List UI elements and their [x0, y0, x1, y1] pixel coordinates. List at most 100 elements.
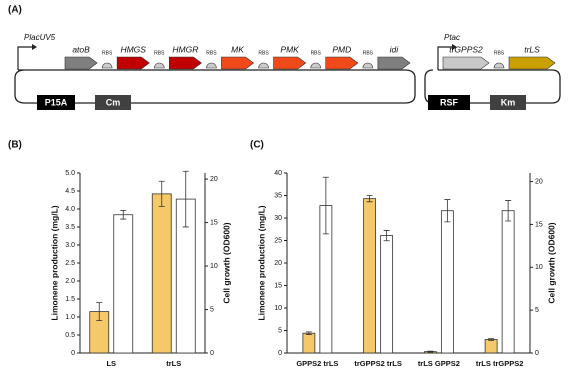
rbs-symbol: [206, 62, 217, 69]
gene-arrow: [64, 56, 98, 70]
rbs-label: RBS: [102, 50, 113, 56]
marker-label: RSF: [440, 97, 459, 107]
promoter-label: PlacUV5: [24, 33, 56, 42]
y2-tick-label: 0: [210, 350, 214, 357]
rbs-symbol: [310, 62, 322, 69]
y2-tick-label: 0: [535, 350, 539, 357]
y-tick-label: 5: [278, 327, 282, 334]
y2-tick-label: 10: [210, 263, 218, 270]
panel-label: (C): [250, 140, 264, 151]
y2-tick-label: 5: [210, 306, 214, 313]
gene-arrow: [168, 56, 202, 70]
gene-label: atoB: [72, 44, 90, 54]
rbs-symbol: [153, 62, 165, 69]
y-axis-label: Limonene production (mg/L): [49, 205, 59, 320]
marker-box: [428, 95, 470, 110]
error-bar: [366, 195, 373, 203]
y-tick-label: 4.5: [65, 188, 75, 195]
bar: [151, 193, 172, 354]
y-tick-label: 3.5: [65, 224, 75, 231]
error-bar: [488, 338, 495, 341]
y2-axis-label: Cell growth (OD600): [546, 222, 556, 303]
error-bar: [182, 170, 189, 228]
rbs-label: RBS: [206, 50, 217, 56]
error-bar: [322, 176, 329, 235]
y-tick-label: 0: [278, 350, 282, 357]
promoter-label: Ptac: [444, 33, 460, 42]
error-bar: [444, 199, 451, 223]
y-tick-label: 0.5: [65, 332, 75, 339]
y2-tick-label: 15: [535, 221, 543, 228]
rbs-label: RBS: [363, 50, 374, 56]
y2-tick-label: 5: [535, 307, 539, 314]
rbs-symbol: [493, 62, 505, 69]
y-tick-label: 3.0: [65, 242, 75, 249]
gene-label: HMGS: [120, 44, 146, 54]
error-bar: [305, 331, 312, 335]
panel-label: (B): [8, 140, 22, 151]
x-tick-label: LS: [106, 359, 116, 368]
panel-label: (A): [8, 5, 22, 16]
y-axis-label: Limonene production (mg/L): [256, 205, 266, 320]
rbs-symbol: [101, 62, 113, 69]
promoter-arrow: [437, 46, 452, 70]
gene-label: MK: [231, 44, 244, 54]
error-bar: [383, 230, 390, 242]
marker-label: Km: [501, 97, 516, 107]
y-tick-label: 0: [71, 350, 75, 357]
y2-axis-label: Cell growth (OD600): [221, 222, 231, 303]
rbs-label: RBS: [311, 50, 322, 56]
y-tick-label: 15: [274, 282, 282, 289]
bar: [363, 198, 377, 354]
gene-arrow: [377, 56, 411, 70]
y-tick-label: 1.5: [65, 296, 75, 303]
rbs-label: RBS: [494, 50, 505, 56]
promoter-head: [32, 44, 37, 50]
bar: [484, 339, 498, 354]
y-tick-label: 30: [274, 215, 282, 222]
y-tick-label: 25: [274, 237, 282, 244]
bar: [380, 235, 394, 354]
marker-label: P15A: [45, 97, 68, 107]
x-tick-label: trGPPS2 trLS: [354, 359, 402, 368]
x-tick-label: GPPS2 trLS: [296, 359, 338, 368]
rbs-symbol: [258, 62, 269, 69]
gene-label: idi: [390, 44, 400, 54]
gene-label: trGPPS2: [449, 44, 483, 54]
y-tick-label: 35: [274, 192, 282, 199]
gene-arrow: [273, 56, 307, 70]
error-bar: [158, 180, 165, 207]
error-bar: [96, 302, 103, 321]
x-tick-label: trLS GPPS2: [418, 359, 460, 368]
gene-label: PMK: [280, 44, 299, 54]
marker-box: [490, 95, 526, 110]
promoter-head: [452, 44, 457, 50]
y-tick-label: 1.0: [65, 314, 75, 321]
error-bar: [505, 200, 512, 222]
y2-tick-label: 15: [210, 219, 218, 226]
bar: [113, 214, 134, 354]
y2-tick-label: 20: [535, 178, 543, 185]
x-tick-label: trLS: [166, 359, 181, 368]
gene-arrow: [508, 56, 556, 70]
marker-box: [37, 95, 75, 110]
x-tick-label: trLS trGPPS2: [476, 359, 524, 368]
gene-label: HMGR: [172, 44, 198, 54]
y-tick-label: 2.5: [65, 260, 75, 267]
plasmid-backbone: [14, 69, 416, 104]
gene-arrow: [221, 56, 255, 70]
gene-arrow: [325, 56, 359, 70]
error-bar: [427, 350, 434, 353]
y2-tick-label: 20: [210, 176, 218, 183]
gene-arrow: [116, 56, 150, 70]
marker-box: [95, 95, 131, 110]
y-tick-label: 20: [274, 260, 282, 267]
bar: [501, 210, 515, 354]
y-tick-label: 10: [274, 305, 282, 312]
gene-arrow: [442, 56, 490, 70]
y-tick-label: 40: [274, 170, 282, 177]
y-tick-label: 4.0: [65, 206, 75, 213]
bar: [440, 210, 454, 354]
rbs-symbol: [362, 62, 374, 69]
